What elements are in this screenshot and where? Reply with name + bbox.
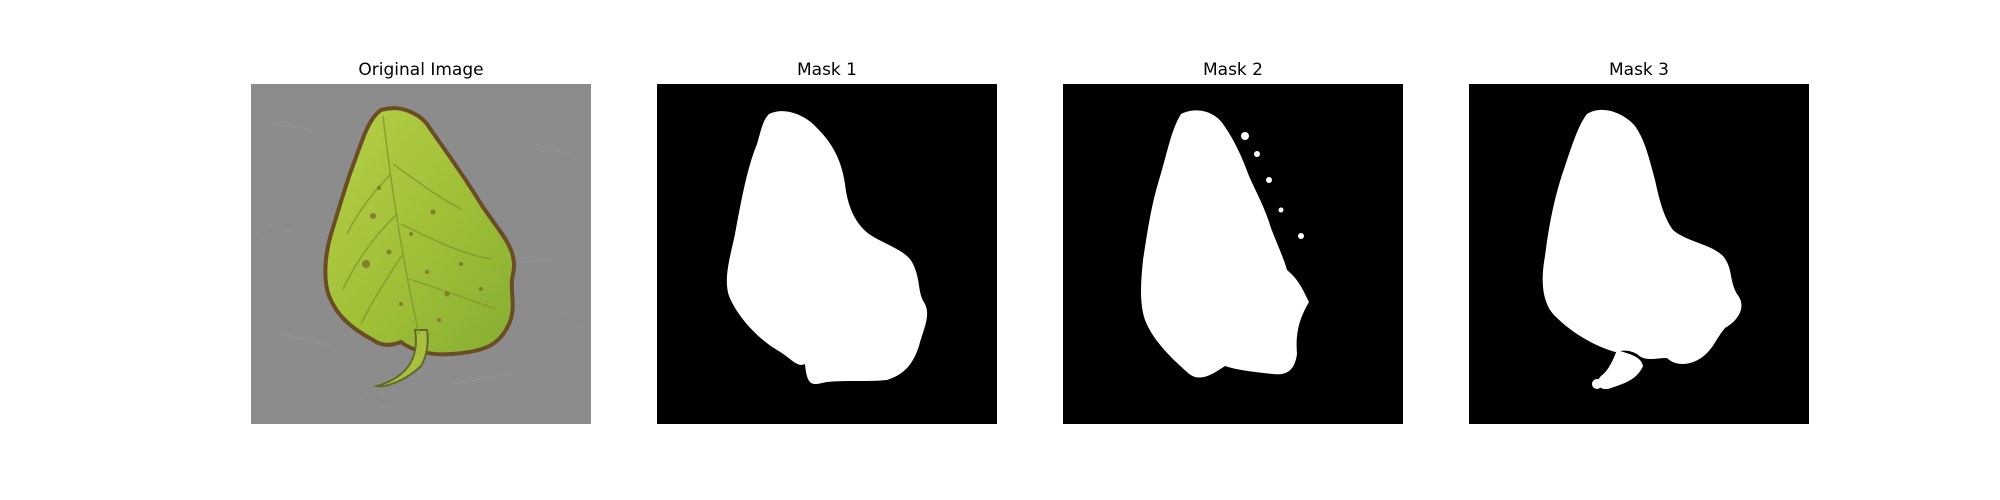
mask-2-image [1063, 84, 1403, 424]
mask-1-image [657, 84, 997, 424]
mask-3-stem-region [1597, 350, 1643, 390]
leaf-spots [362, 186, 483, 322]
mask-2-title: Mask 2 [1202, 60, 1263, 80]
leaf-shape [323, 106, 517, 357]
mask-3-title: Mask 3 [1608, 60, 1669, 80]
mask-1-title: Mask 1 [796, 60, 857, 80]
mask-2-fragments [1192, 115, 1304, 239]
leaf-stem [373, 329, 429, 388]
mask-3-stem-tip [1592, 379, 1602, 389]
mask-2-region [1141, 110, 1309, 378]
mask-1-region [726, 111, 928, 385]
mask-3-region [1542, 109, 1742, 365]
mask-3-image [1469, 84, 1809, 424]
original-image-title: Original Image [358, 60, 484, 80]
photo-texture [260, 123, 582, 403]
leaf-photo [251, 84, 591, 424]
leaf-veins [342, 115, 497, 335]
